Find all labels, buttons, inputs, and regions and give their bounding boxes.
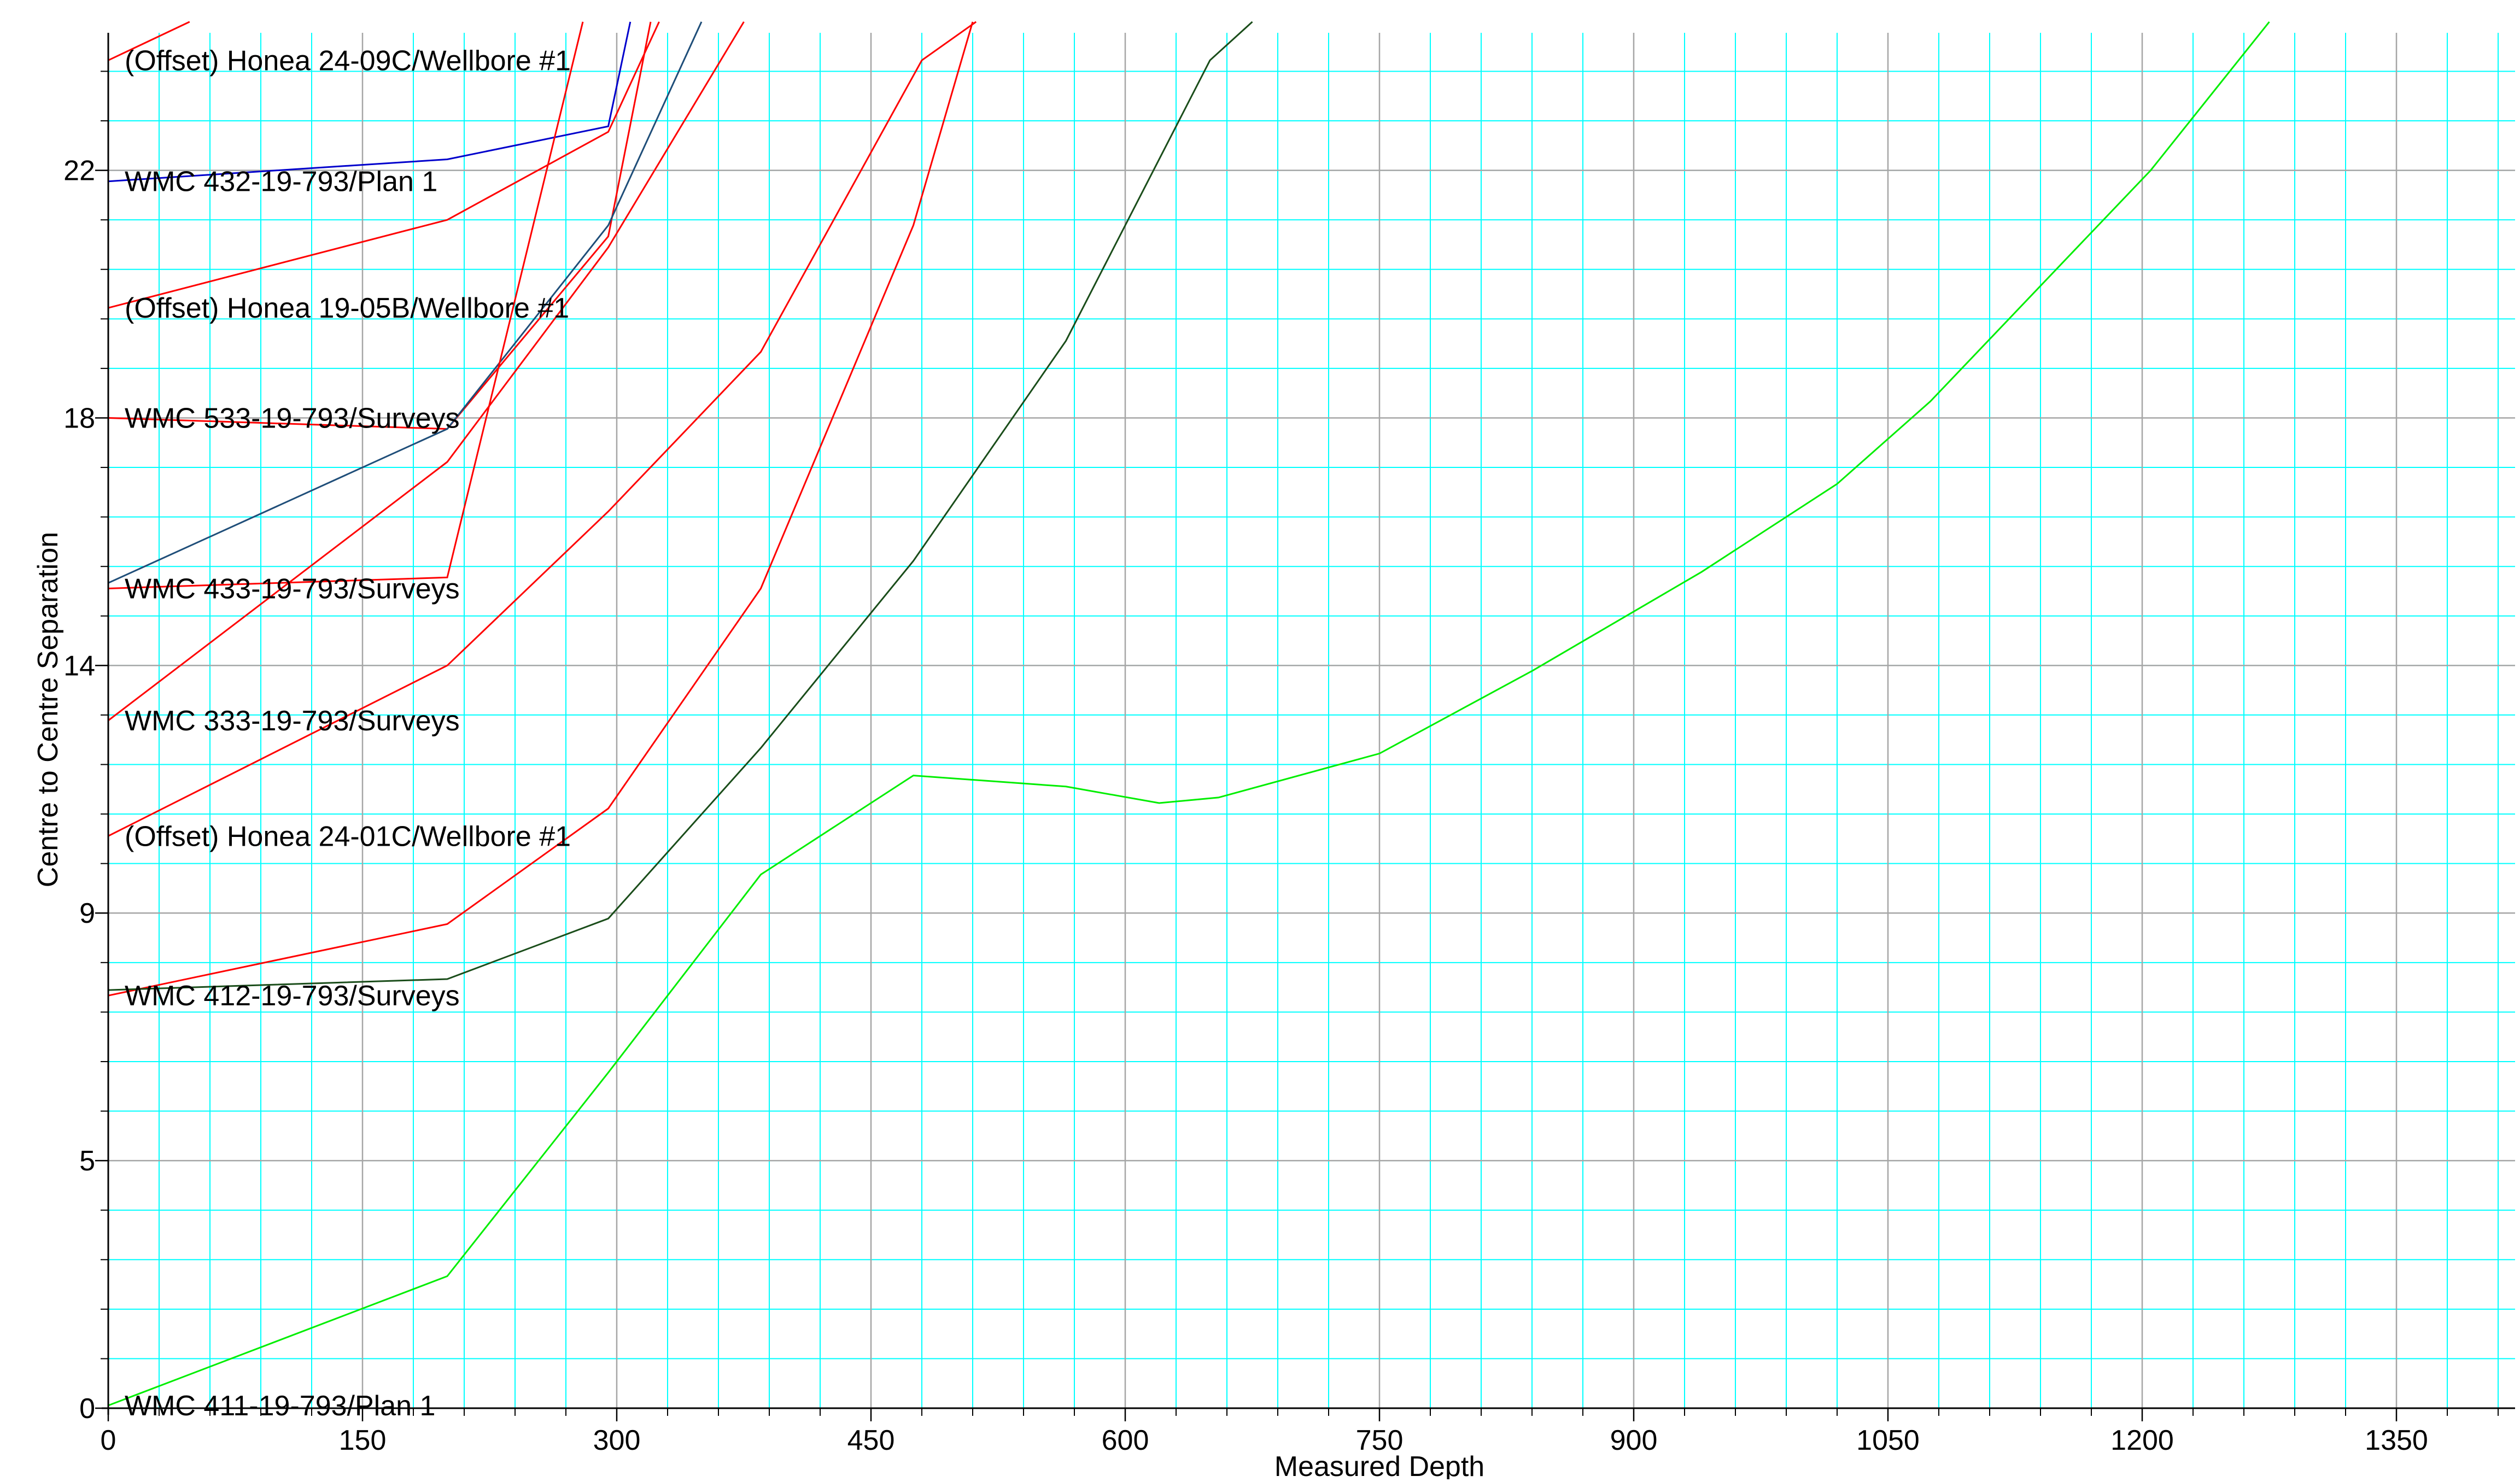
series-label-3: WMC 533-19-793/Surveys <box>125 402 460 434</box>
series-label-1: WMC 432-19-793/Plan 1 <box>125 166 437 198</box>
series-line-6 <box>108 21 745 722</box>
y-tick-label: 18 <box>63 402 95 434</box>
series-line-0 <box>108 21 190 61</box>
y-tick-label: 14 <box>63 650 95 682</box>
series-line-9 <box>108 21 1253 991</box>
series-line-8 <box>108 21 974 997</box>
series-line-7 <box>108 21 977 837</box>
x-tick-label: 900 <box>1610 1425 1658 1456</box>
y-tick-label: 5 <box>79 1145 95 1177</box>
minor-gridlines <box>108 33 2515 1408</box>
x-tick-label: 600 <box>1102 1425 1149 1456</box>
x-tick-label: 300 <box>593 1425 641 1456</box>
x-tick-label: 1350 <box>2365 1425 2428 1456</box>
series-line-10 <box>108 21 2270 1407</box>
series-line-3 <box>108 21 652 430</box>
x-tick-label: 150 <box>339 1425 387 1456</box>
series-label-10: WMC 411-19-793/Plan 1 <box>125 1390 435 1422</box>
x-tick-label: 450 <box>847 1425 895 1456</box>
major-gridlines <box>108 33 2515 1408</box>
y-tick-label: 22 <box>63 155 95 187</box>
series-labels: (Offset) Honea 24-09C/Wellbore #1 WMC 432… <box>125 45 571 1422</box>
series-label-8: WMC 412-19-793/Surveys <box>125 980 460 1012</box>
series-label-0: (Offset) Honea 24-09C/Wellbore #1 <box>125 45 571 77</box>
x-tick-label: 1200 <box>2110 1425 2174 1456</box>
series-lines <box>108 21 2270 1407</box>
series-label-6: WMC 333-19-793/Surveys <box>125 705 460 737</box>
y-axis-title: Centre to Centre Separation <box>32 532 64 887</box>
y-tick-label: 0 <box>79 1393 95 1425</box>
axes: Centre to Centre Separation Measured Dep… <box>32 33 2515 1482</box>
x-tick-label: 0 <box>101 1425 116 1456</box>
series-line-1 <box>108 21 632 183</box>
y-tick-label: 9 <box>79 898 95 929</box>
series-line-4 <box>108 21 703 584</box>
x-tick-label: 750 <box>1356 1425 1404 1456</box>
x-tick-label: 1050 <box>1856 1425 1920 1456</box>
series-label-5: WMC 433-19-793/Surveys <box>125 573 460 605</box>
series-line-5 <box>108 21 584 589</box>
series-line-2 <box>108 21 660 309</box>
x-axis-title: Measured Depth <box>1274 1451 1484 1479</box>
series-label-2: (Offset) Honea 19-05B/Wellbore #1 <box>125 292 569 324</box>
series-label-7: (Offset) Honea 24-01C/Wellbore #1 <box>125 821 571 852</box>
